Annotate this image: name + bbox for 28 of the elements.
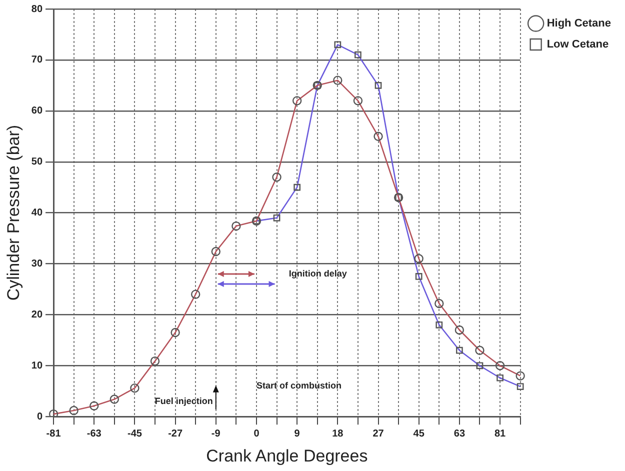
y-tick-label: 70 xyxy=(31,54,43,66)
y-axis-title: Cylinder Pressure (bar) xyxy=(4,124,23,301)
x-tick-label: 9 xyxy=(294,428,300,440)
x-tick-label: 0 xyxy=(254,428,260,440)
x-tick-label: 18 xyxy=(332,428,344,440)
y-tick-label: 60 xyxy=(31,106,43,117)
x-tick-label: 63 xyxy=(454,428,466,440)
x-tick-label: -45 xyxy=(127,428,142,440)
x-tick-label: 45 xyxy=(413,428,425,440)
y-tick-label: 30 xyxy=(31,258,43,270)
x-tick-label: 81 xyxy=(494,428,506,440)
legend-label: High Cetane xyxy=(546,18,612,30)
y-tick-label: 0 xyxy=(36,411,43,422)
annotation: Fuel injection xyxy=(154,396,213,406)
y-tick-label: 40 xyxy=(31,208,43,219)
y-tick-label: 10 xyxy=(31,360,43,372)
annotation: Ignition delay xyxy=(288,268,347,278)
y-tick-label: 20 xyxy=(31,309,43,320)
x-tick-label: -81 xyxy=(46,428,62,440)
y-tick-label: 50 xyxy=(31,156,43,168)
x-tick-label: -63 xyxy=(86,428,102,440)
x-tick-label: 27 xyxy=(372,428,384,440)
legend-label: Low Cetane xyxy=(546,38,609,51)
x-tick-label: -9 xyxy=(211,428,221,440)
y-tick-label: 80 xyxy=(31,4,43,15)
x-axis-title: Crank Angle Degrees xyxy=(206,446,368,466)
x-tick-label: -27 xyxy=(168,428,183,440)
annotation: Start of combustion xyxy=(256,380,342,391)
